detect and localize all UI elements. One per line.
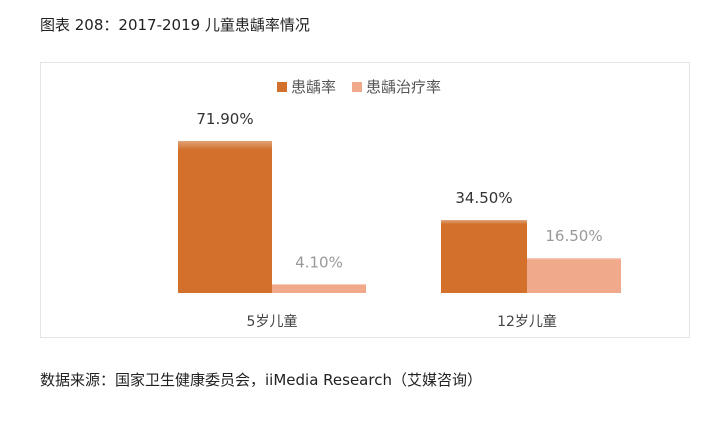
category-label: 5岁儿童: [247, 313, 298, 330]
data-label: 4.10%: [295, 253, 343, 271]
legend-swatch: [277, 82, 287, 92]
chart-frame: [40, 62, 690, 338]
legend-swatch: [352, 82, 362, 92]
data-label: 71.90%: [196, 110, 253, 128]
legend-label: 患龋治疗率: [366, 78, 441, 96]
bar-highlight: [272, 284, 366, 293]
bar-highlight: [178, 141, 272, 293]
chart-title: 图表 208：2017-2019 儿童患龋率情况: [40, 16, 310, 34]
data-label: 16.50%: [545, 227, 602, 245]
source-note: 数据来源：国家卫生健康委员会，iiMedia Research（艾媒咨询）: [40, 371, 482, 389]
category-label: 12岁儿童: [497, 313, 557, 330]
bar-highlight: [441, 220, 527, 293]
data-label: 34.50%: [455, 189, 512, 207]
legend-label: 患龋率: [291, 78, 336, 96]
bar-highlight: [527, 258, 621, 293]
